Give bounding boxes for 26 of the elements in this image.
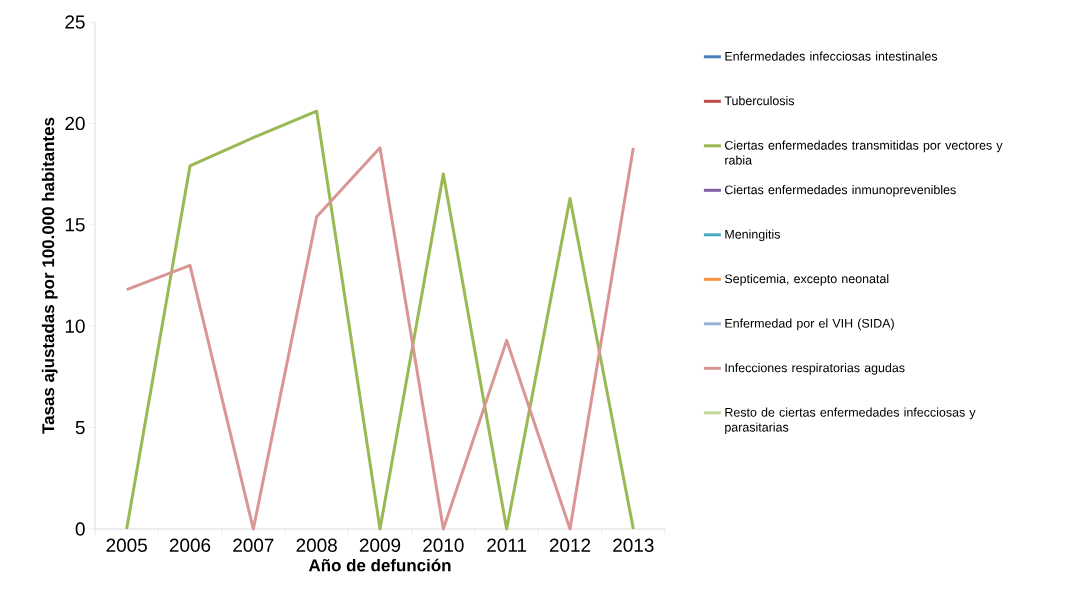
x-tick-label: 2007 [233,538,274,552]
x-axis-title: Año de defunción [308,558,451,572]
legend-label: Enfermedad por el VIH (SIDA) [725,318,894,331]
y-tick-label: 15 [65,218,85,232]
y-tick-label: 20 [65,116,85,131]
legend-label: Meningitis [725,229,780,242]
x-tick-label: 2009 [359,538,401,552]
x-tick-label: 2005 [106,538,147,552]
legend-label: Ciertas enfermedades transmitidas por vectores y rabia [725,140,1003,165]
x-tick-label: 2008 [296,538,337,552]
y-tick-label: 10 [65,319,85,333]
x-tick-label: 2006 [169,538,211,552]
legend-label: Enfermedades infecciosas intestinales [725,51,938,61]
y-tick-label: 0 [75,522,85,536]
legend-label: Septicemia, excepto neonatal [724,274,889,286]
x-tick-label: 2010 [423,538,464,552]
x-tick-label: 2012 [549,538,591,552]
y-tick-label: 5 [75,421,85,435]
legend-label: Tuberculosis [724,96,795,106]
legend-label: Infecciones respiratorias agudas [725,363,905,375]
y-tick-label: 25 [65,15,85,29]
x-tick-label: 2011 [487,538,527,552]
y-axis-title: Tasas ajustadas por 100.000 habitantes [41,117,58,434]
legend-label: Ciertas enfermedades inmunoprevenibles [725,185,956,197]
x-tick-label: 2013 [613,538,654,552]
legend-label: Resto de ciertas enfermedades infecciosas y parasitarias [725,407,976,435]
